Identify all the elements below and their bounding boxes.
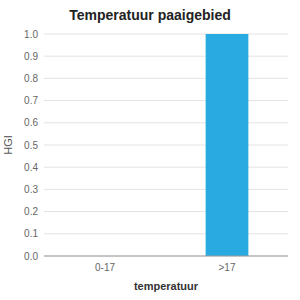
y-tick-label: 0.8 (24, 73, 38, 84)
y-tick-label: 0.3 (24, 184, 38, 195)
chart-container: Temperatuur paaigebied 0.0 0.1 0.2 0.3 0.4 0.5… (0, 0, 300, 300)
x-axis-label: temperatuur (134, 280, 199, 292)
x-tick-label: >17 (219, 262, 236, 273)
grid-line (44, 211, 288, 212)
grid (44, 34, 288, 256)
y-tick-label: 1.0 (24, 29, 38, 40)
grid-line (44, 34, 288, 35)
title: Temperatuur paaigebied (69, 7, 231, 23)
grid-line (44, 145, 288, 146)
grid-line (44, 189, 288, 190)
bar (206, 34, 249, 256)
y-tick-label: 0.7 (24, 95, 38, 106)
grid-line (44, 122, 288, 123)
grid-line (44, 78, 288, 79)
y-tick-label: 0.1 (24, 228, 38, 239)
y-tick-label: 0.6 (24, 117, 38, 128)
grid-line (44, 233, 288, 234)
y-tick-label: 0.5 (24, 140, 38, 151)
y-tick-label: 0.2 (24, 206, 38, 217)
grid-line (44, 56, 288, 57)
y-tick-label: 0.0 (24, 251, 38, 262)
y-axis-label: HGI (2, 135, 14, 155)
grid-line (44, 256, 288, 257)
grid-line (44, 100, 288, 101)
bars (206, 34, 249, 256)
x-tick-label: 0-17 (95, 262, 115, 273)
chart: Temperatuur paaigebied 0.0 0.1 0.2 0.3 0.4 0.5… (0, 0, 300, 300)
y-tick-label: 0.4 (24, 162, 38, 173)
grid-line (44, 167, 288, 168)
y-tick-label: 0.9 (24, 51, 38, 62)
x-axis-line (44, 256, 288, 257)
